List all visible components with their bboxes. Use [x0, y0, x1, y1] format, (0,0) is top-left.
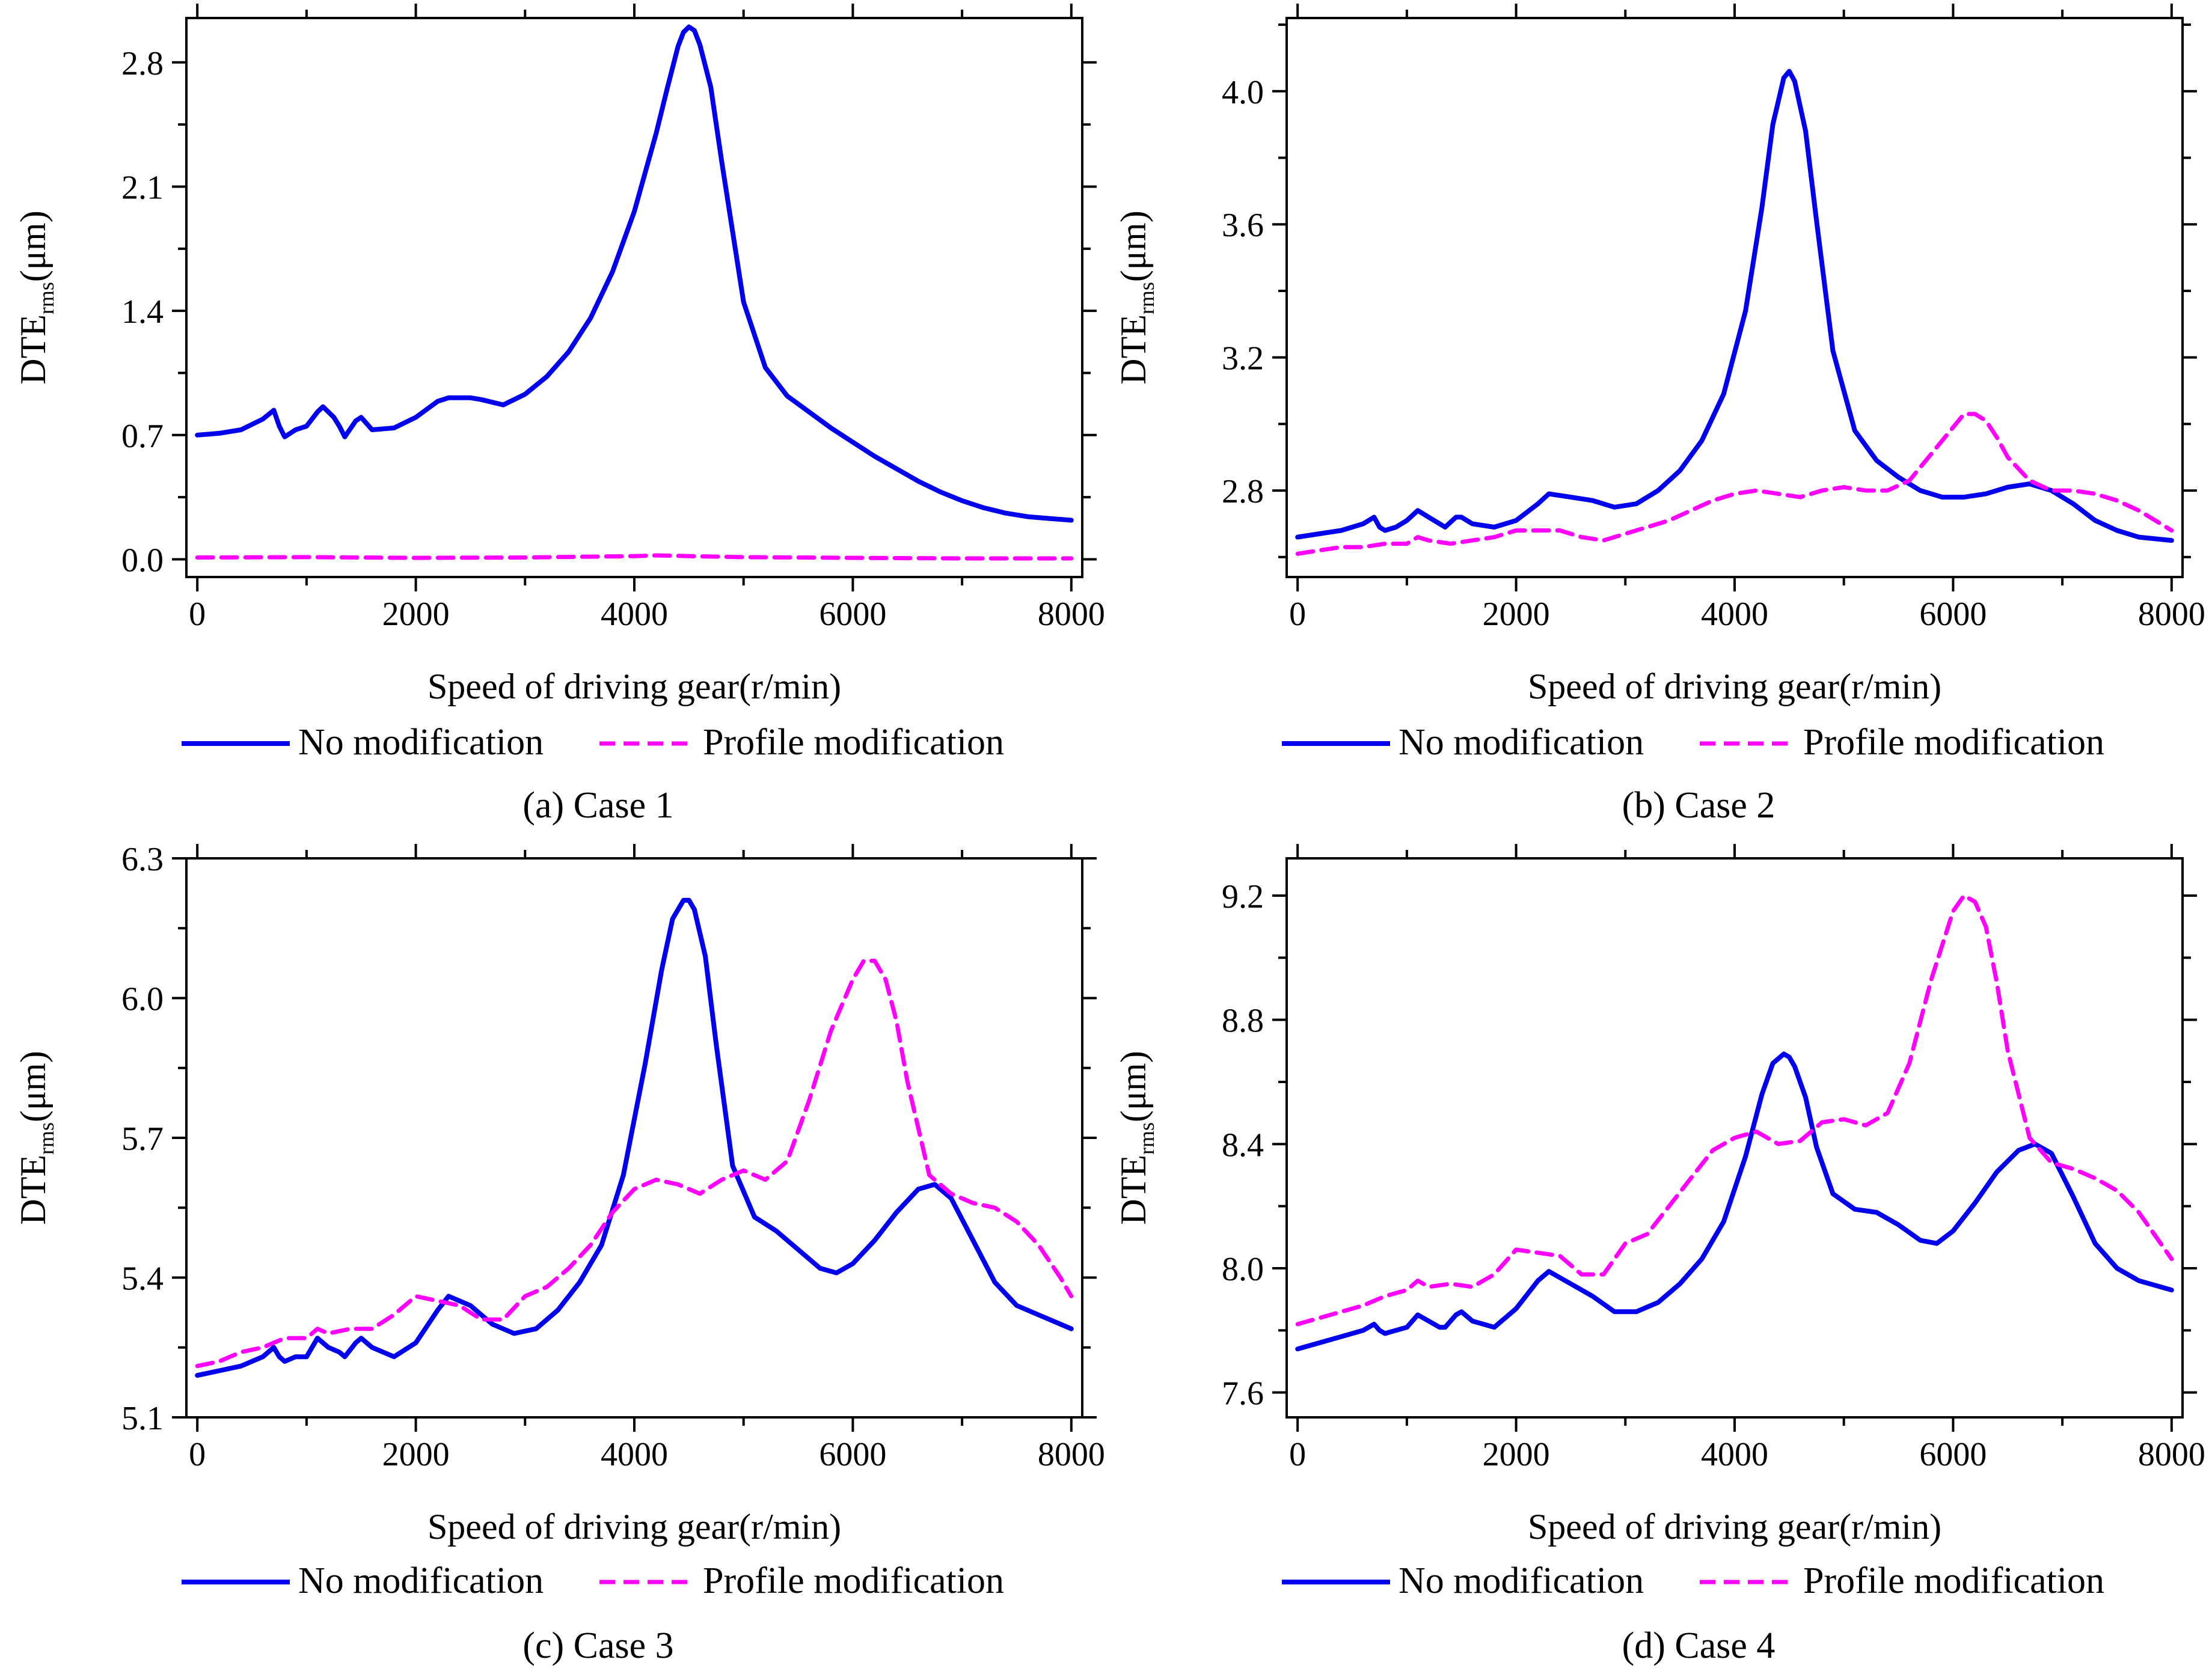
y-axis-title-unit: (μm)	[1114, 210, 1153, 282]
legend-label-profile-modification: Profile modification	[703, 1560, 1004, 1601]
y-tick-label: 1.4	[121, 293, 164, 331]
x-tick-label: 4000	[601, 1436, 668, 1473]
y-tick-label: 4.0	[1222, 74, 1264, 111]
x-tick-label: 6000	[1919, 596, 1987, 633]
x-tick-label: 8000	[1038, 1436, 1105, 1473]
legend-label-profile-modification: Profile modification	[703, 722, 1004, 763]
legend-label-no-modification: No modification	[298, 722, 544, 763]
x-tick-label: 6000	[1919, 1436, 1987, 1473]
y-tick-label: 9.2	[1222, 878, 1264, 915]
x-tick-label: 2000	[382, 1436, 450, 1473]
x-tick-label: 8000	[2138, 596, 2205, 633]
x-tick-label: 8000	[1038, 596, 1105, 633]
chart-panel-a: 0 2000 4000 6000 8000 0.0 0.7 1.4 2.1 2.8 Speed of…	[13, 4, 1105, 826]
y-tick-label: 0.7	[121, 418, 164, 455]
y-axis-title-main: DTE	[1114, 314, 1153, 385]
y-tick-label: 6.0	[121, 981, 164, 1018]
y-tick-label: 5.7	[121, 1120, 164, 1158]
plot-area-frame	[1285, 17, 2184, 578]
panel-caption: (c) Case 3	[522, 1625, 673, 1666]
y-tick-label: 8.8	[1222, 1003, 1264, 1040]
y-tick-label: 5.4	[121, 1260, 164, 1298]
panel-caption: (d) Case 4	[1622, 1625, 1775, 1666]
x-tick-label: 0	[1289, 1436, 1306, 1473]
series-line-profile-modification	[195, 959, 1074, 1369]
x-tick-label: 2000	[382, 596, 450, 633]
chart-panel-d: 0 2000 4000 6000 8000 7.6 8.0 8.4 8.8 9.2 Speed of…	[1114, 844, 2205, 1666]
plot-area-frame	[185, 857, 1083, 1419]
series-line-no-modification	[1295, 69, 2174, 543]
y-axis-title: DTErms(μm)	[13, 1051, 58, 1224]
series-line-no-modification	[195, 897, 1074, 1378]
x-tick-label: 2000	[1483, 596, 1550, 633]
x-tick-label: 4000	[601, 596, 668, 633]
y-axis-title-unit: (μm)	[13, 210, 53, 282]
series-line-profile-modification	[1295, 893, 2174, 1327]
y-tick-label: 3.2	[1222, 340, 1264, 377]
y-axis-title-subscript: rms	[34, 1122, 58, 1155]
series-line-no-modification	[195, 24, 1074, 523]
x-tick-label: 8000	[2138, 1436, 2205, 1473]
x-tick-label: 0	[1289, 596, 1306, 633]
chart-panel-c: 0 2000 4000 6000 8000 5.1 5.4 5.7 6.0 6.3 Speed of…	[13, 841, 1105, 1666]
y-tick-label: 0.0	[121, 542, 164, 579]
y-axis-title: DTErms(μm)	[1114, 210, 1159, 384]
x-axis-title: Speed of driving gear(r/min)	[1528, 667, 1941, 706]
y-axis-title-subscript: rms	[1135, 1122, 1159, 1155]
y-tick-label: 3.6	[1222, 207, 1264, 244]
series-line-profile-modification	[1295, 412, 2174, 556]
legend-label-profile-modification: Profile modification	[1803, 1560, 2104, 1601]
x-tick-label: 4000	[1701, 596, 1768, 633]
y-tick-label: 6.3	[121, 841, 164, 878]
legend-label-no-modification: No modification	[298, 1560, 544, 1601]
y-axis-title-subscript: rms	[34, 282, 58, 314]
y-tick-label: 5.1	[121, 1400, 164, 1437]
x-axis-title: Speed of driving gear(r/min)	[427, 1507, 841, 1547]
series-line-no-modification	[1295, 1051, 2174, 1352]
x-tick-label: 6000	[819, 1436, 886, 1473]
x-tick-label: 0	[189, 1436, 206, 1473]
legend-label-profile-modification: Profile modification	[1803, 722, 2104, 763]
y-tick-label: 8.0	[1222, 1251, 1264, 1288]
x-tick-label: 4000	[1701, 1436, 1768, 1473]
y-axis-title-unit: (μm)	[1114, 1051, 1153, 1122]
legend-label-no-modification: No modification	[1399, 722, 1644, 763]
y-tick-label: 8.4	[1222, 1126, 1264, 1164]
y-axis-title: DTErms(μm)	[13, 210, 58, 384]
y-axis-title-subscript: rms	[1135, 282, 1159, 314]
series-line-profile-modification	[195, 553, 1074, 561]
x-tick-label: 2000	[1483, 1436, 1550, 1473]
chart-panel-b: 0 2000 4000 6000 8000 2.8 3.2 3.6 4.0 Speed of dr…	[1114, 4, 2205, 826]
y-axis-title-unit: (μm)	[13, 1051, 53, 1122]
x-axis-title: Speed of driving gear(r/min)	[427, 667, 841, 706]
y-tick-label: 7.6	[1222, 1375, 1264, 1413]
x-tick-label: 0	[189, 596, 206, 633]
y-tick-label: 2.8	[1222, 473, 1264, 510]
y-axis-title-main: DTE	[13, 1155, 53, 1225]
y-tick-label: 2.8	[121, 45, 164, 82]
panel-caption: (b) Case 2	[1622, 785, 1775, 826]
y-tick-label: 2.1	[121, 169, 164, 206]
y-axis-title: DTErms(μm)	[1114, 1051, 1159, 1224]
x-tick-label: 6000	[819, 596, 886, 633]
y-axis-title-main: DTE	[1114, 1155, 1153, 1225]
y-axis-title-main: DTE	[13, 314, 53, 385]
panel-caption: (a) Case 1	[522, 785, 673, 826]
legend-label-no-modification: No modification	[1399, 1560, 1644, 1601]
x-axis-title: Speed of driving gear(r/min)	[1528, 1507, 1941, 1547]
